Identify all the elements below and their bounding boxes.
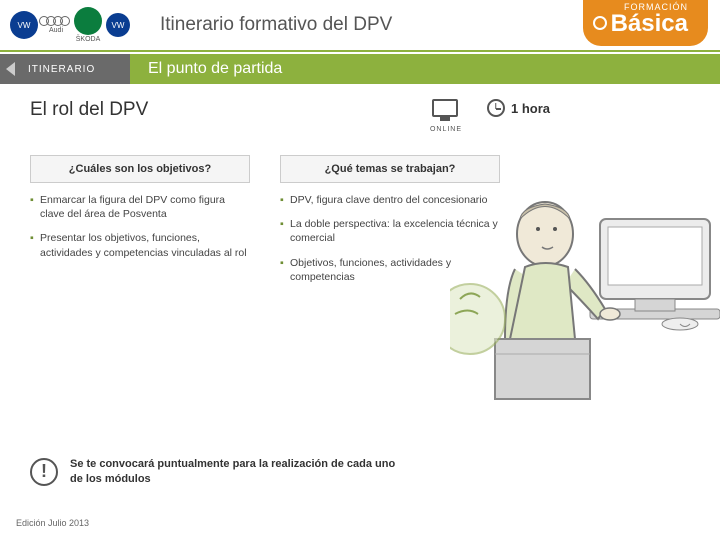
person-computer-illustration bbox=[450, 179, 720, 449]
footer-text: Se te convocará puntualmente para la rea… bbox=[70, 457, 410, 486]
logo-vw-commercial: VW bbox=[106, 13, 130, 37]
subtitle-text: El punto de partida bbox=[148, 60, 282, 78]
brand-logos: VW Audi ŠKODA VW bbox=[0, 7, 130, 43]
objectives-column: ¿Cuáles son los objetivos? Enmarcar la f… bbox=[30, 155, 250, 294]
clock-icon bbox=[487, 99, 505, 117]
list-item: Presentar los objetivos, funciones, acti… bbox=[30, 231, 250, 259]
subtitle-bar: El punto de partida bbox=[130, 54, 720, 84]
objectives-list: Enmarcar la figura del DPV como figura c… bbox=[30, 193, 250, 260]
subheader: ITINERARIO El punto de partida bbox=[0, 54, 720, 84]
objectives-header: ¿Cuáles son los objetivos? bbox=[30, 155, 250, 183]
back-arrow-icon[interactable] bbox=[6, 62, 15, 76]
badge-dot-icon bbox=[593, 16, 607, 30]
brand-badge: FORMACIÓN Básica bbox=[583, 0, 708, 46]
edition-label: Edición Julio 2013 bbox=[16, 518, 89, 528]
itinerario-tab[interactable]: ITINERARIO bbox=[0, 54, 130, 84]
logo-audi: Audi bbox=[42, 16, 70, 34]
mode-label: ONLINE bbox=[430, 126, 462, 133]
logo-skoda: ŠKODA bbox=[74, 7, 102, 43]
section-title: El rol del DPV bbox=[30, 99, 690, 121]
badge-title: Básica bbox=[611, 12, 688, 36]
logo-vw: VW bbox=[10, 11, 38, 39]
alert-icon: ! bbox=[30, 458, 58, 486]
duration-text: 1 hora bbox=[511, 101, 550, 116]
list-item: Enmarcar la figura del DPV como figura c… bbox=[30, 193, 250, 221]
content-area: El rol del DPV ONLINE 1 hora ¿Cuáles son… bbox=[0, 84, 720, 464]
header: VW Audi ŠKODA VW Itinerario formativo de… bbox=[0, 0, 720, 52]
duration-badge: 1 hora bbox=[487, 99, 550, 117]
tab-label: ITINERARIO bbox=[28, 64, 95, 75]
monitor-icon bbox=[432, 99, 458, 117]
footer-note: ! Se te convocará puntualmente para la r… bbox=[30, 457, 410, 486]
page-title: Itinerario formativo del DPV bbox=[160, 14, 392, 36]
